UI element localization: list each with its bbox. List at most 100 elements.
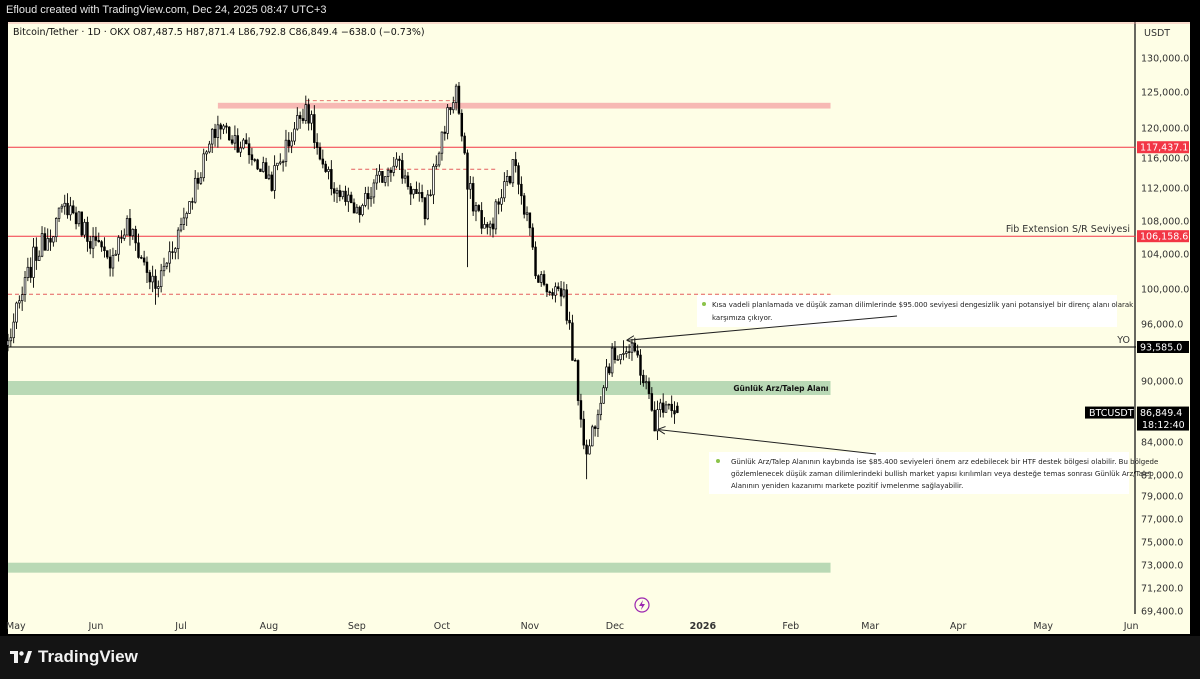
candle-body — [290, 140, 293, 147]
candle-body — [358, 206, 361, 216]
x-tick-label: Jun — [88, 621, 104, 632]
candle-body — [253, 159, 256, 161]
candle-body — [310, 114, 313, 124]
price-chart[interactable]: Günlük Arz/Talep Alanı 117,437.1 106,158.6… — [0, 20, 1200, 636]
candle-body — [49, 238, 52, 243]
candle-body — [372, 182, 376, 198]
y-tick-label: 104,000.0 — [1141, 250, 1189, 261]
candle-body — [114, 253, 118, 256]
candle-body — [18, 300, 21, 304]
candle-body — [250, 154, 254, 160]
candle-body — [591, 426, 594, 447]
note-box-bg — [697, 295, 1117, 327]
y-tick-label: 130,000.0 — [1141, 54, 1189, 65]
candle-body — [667, 403, 671, 406]
candle-body — [318, 147, 322, 160]
candle-body — [557, 286, 560, 289]
note-box-95000[interactable]: Kısa vadeli planlamada ve düşük zaman di… — [697, 295, 1134, 327]
candle-body — [199, 177, 203, 184]
y-tick-label: 120,000.0 — [1141, 124, 1189, 135]
x-tick-label: Oct — [434, 621, 451, 632]
candle-body — [483, 224, 486, 229]
candle-body — [386, 169, 390, 177]
candle-body — [327, 169, 330, 172]
candle-body — [273, 165, 276, 191]
candle-body — [627, 351, 631, 353]
candle-body — [142, 257, 146, 263]
zone-1 — [8, 381, 831, 395]
candle-body — [576, 360, 580, 401]
candle-body — [151, 275, 154, 283]
candle-body — [210, 128, 214, 145]
candle-body — [40, 233, 44, 257]
candle-body — [369, 196, 373, 200]
countdown-label: 18:12:40 — [1142, 420, 1185, 431]
candle-body — [443, 131, 447, 134]
candle-body — [20, 294, 24, 302]
candle-body — [491, 223, 495, 230]
candle-body — [497, 201, 500, 205]
lightning-icon[interactable] — [634, 597, 650, 613]
candle-body — [432, 166, 435, 196]
candle-body — [296, 115, 299, 130]
candle-body — [429, 194, 432, 196]
x-tick-label: Apr — [950, 621, 967, 632]
candle-body — [661, 402, 665, 413]
candle-body — [236, 135, 239, 153]
time-axis-area[interactable] — [8, 614, 1190, 634]
candle-body — [341, 190, 344, 198]
candle-body — [344, 190, 347, 202]
candle-body — [420, 192, 424, 199]
candle-body — [32, 246, 35, 278]
candle-body — [542, 274, 546, 285]
candle-body — [191, 201, 194, 203]
candle-body — [378, 171, 381, 176]
symbol-tag-label: BTCUSDT — [1089, 408, 1134, 419]
candle-body — [599, 402, 603, 416]
candle-body — [171, 251, 174, 253]
candle-body — [188, 201, 191, 214]
candle-body — [60, 205, 64, 209]
candle-body — [128, 218, 132, 237]
candle-body — [89, 241, 92, 249]
candle-body — [91, 236, 95, 249]
candle-body — [230, 139, 234, 144]
candle-body — [259, 168, 262, 172]
candle-body — [179, 224, 183, 231]
tradingview-brand[interactable]: TradingView — [10, 647, 138, 667]
candle-body — [494, 201, 498, 230]
x-tick-label: Mar — [861, 621, 879, 632]
candle-body — [409, 186, 412, 195]
candle-body — [154, 275, 157, 289]
candle-body — [108, 256, 112, 269]
x-tick-label: Feb — [782, 621, 799, 632]
candle-body — [245, 139, 248, 145]
candle-body — [315, 142, 319, 148]
candle-body — [100, 241, 103, 248]
candle-body — [134, 228, 137, 244]
candle-body — [352, 202, 356, 214]
y-tick-label: 116,000.0 — [1141, 154, 1189, 165]
bottom-bar: TradingView — [0, 636, 1200, 679]
candle-body — [304, 104, 308, 121]
candle-body — [466, 152, 469, 190]
candle-body — [630, 342, 634, 353]
candle-body — [452, 102, 455, 111]
candle-body — [279, 161, 282, 164]
candle-body — [534, 246, 537, 277]
candle-body — [213, 128, 217, 138]
candle-body — [457, 85, 461, 114]
candle-body — [659, 402, 662, 411]
candle-body — [347, 194, 350, 202]
y-tick-label: 125,000.0 — [1141, 88, 1189, 99]
candle-body — [401, 160, 404, 179]
note-line: gözlemlenecek düşük zaman dilimlerindeki… — [731, 470, 1154, 478]
level-price-label-0: 117,437.1 — [1140, 143, 1188, 154]
candle-body — [366, 193, 370, 200]
candle-body — [585, 444, 588, 455]
candle-body — [225, 125, 228, 128]
candle-body — [281, 161, 285, 163]
candle-body — [66, 202, 69, 216]
note-box-85400[interactable]: Günlük Arz/Talep Alanının kaybında ise $… — [709, 452, 1158, 494]
price-axis-area[interactable] — [1136, 22, 1190, 614]
